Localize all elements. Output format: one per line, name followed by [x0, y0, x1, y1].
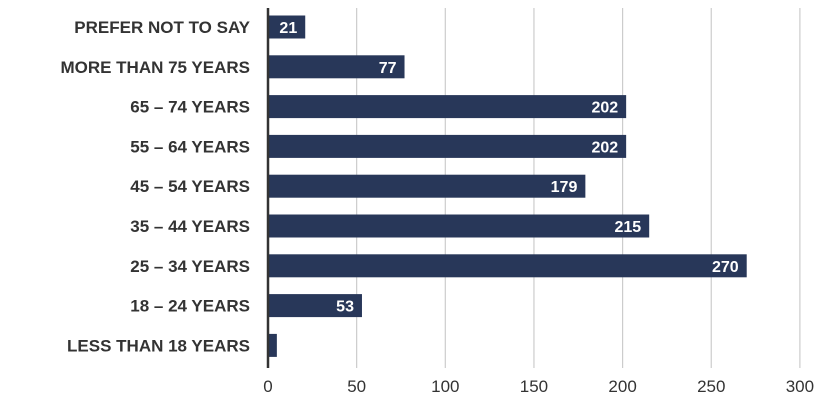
category-label-3: 55 – 64 YEARS [130, 137, 250, 156]
x-tick-label-300: 300 [786, 377, 814, 396]
bar-6 [268, 254, 747, 278]
bar-value-label-2: 202 [591, 100, 618, 117]
bar-1 [268, 55, 405, 79]
bar-value-label-7: 53 [336, 299, 354, 316]
bar-value-label-5: 215 [614, 219, 641, 236]
x-axis-ticks: 0 50 100 150 200 250 300 [263, 377, 814, 396]
x-tick-label-200: 200 [608, 377, 636, 396]
bar-3 [268, 134, 627, 158]
category-labels: PREFER NOT TO SAY MORE THAN 75 YEARS 65 – … [60, 18, 250, 355]
bar-value-label-0: 21 [279, 20, 297, 37]
category-label-2: 65 – 74 YEARS [130, 98, 250, 117]
x-tick-label-150: 150 [520, 377, 548, 396]
bar-4 [268, 174, 586, 198]
category-label-4: 45 – 54 YEARS [130, 177, 250, 196]
x-tick-label-0: 0 [263, 377, 272, 396]
x-tick-label-250: 250 [697, 377, 725, 396]
bar-value-label-4: 179 [551, 179, 578, 196]
bar-value-label-6: 270 [712, 259, 739, 276]
category-label-5: 35 – 44 YEARS [130, 217, 250, 236]
bar-7 [268, 294, 362, 318]
category-label-0: PREFER NOT TO SAY [74, 18, 250, 37]
bar-value-label-1: 77 [379, 60, 397, 77]
bar-8 [268, 333, 277, 357]
x-tick-label-100: 100 [431, 377, 459, 396]
category-label-1: MORE THAN 75 YEARS [60, 58, 250, 77]
bar-5 [268, 214, 650, 238]
category-label-7: 18 – 24 YEARS [130, 297, 250, 316]
bars: 21 77 202 202 179 215 270 53 [268, 15, 747, 357]
bar-0 [268, 15, 306, 39]
category-label-6: 25 – 34 YEARS [130, 257, 250, 276]
category-label-8: LESS THAN 18 YEARS [67, 336, 250, 355]
bar-value-label-3: 202 [591, 139, 618, 156]
bar-2 [268, 95, 627, 119]
x-tick-label-50: 50 [347, 377, 366, 396]
